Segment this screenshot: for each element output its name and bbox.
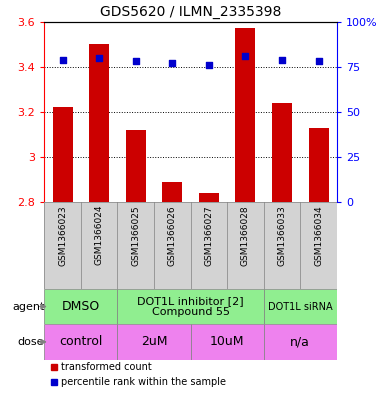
Text: GSM1366024: GSM1366024 <box>95 205 104 266</box>
Text: dose: dose <box>18 337 44 347</box>
Bar <box>264 324 337 360</box>
Point <box>59 57 65 63</box>
Text: GSM1366023: GSM1366023 <box>58 205 67 266</box>
Bar <box>89 44 109 202</box>
Bar <box>52 107 73 202</box>
Text: GSM1366028: GSM1366028 <box>241 205 250 266</box>
Bar <box>117 289 264 324</box>
Point <box>169 60 176 66</box>
Text: control: control <box>59 335 102 349</box>
Bar <box>235 28 256 202</box>
Text: GSM1366025: GSM1366025 <box>131 205 140 266</box>
Bar <box>44 289 117 324</box>
Bar <box>117 324 191 360</box>
Point <box>96 55 102 61</box>
Bar <box>272 103 292 202</box>
Text: n/a: n/a <box>290 335 310 349</box>
Text: GSM1366027: GSM1366027 <box>204 205 213 266</box>
Text: DOT1L siRNA: DOT1L siRNA <box>268 301 333 312</box>
Bar <box>44 324 117 360</box>
Text: GSM1366034: GSM1366034 <box>314 205 323 266</box>
Text: 2uM: 2uM <box>141 335 167 349</box>
Point <box>279 57 285 63</box>
Text: DMSO: DMSO <box>62 300 100 313</box>
Text: agent: agent <box>12 301 44 312</box>
Text: DOT1L inhibitor [2]
Compound 55: DOT1L inhibitor [2] Compound 55 <box>137 296 244 317</box>
Legend: transformed count, percentile rank within the sample: transformed count, percentile rank withi… <box>47 358 230 391</box>
Point <box>132 58 139 64</box>
Bar <box>264 289 337 324</box>
Point <box>243 53 249 59</box>
Text: GSM1366026: GSM1366026 <box>168 205 177 266</box>
Bar <box>199 193 219 202</box>
Point <box>206 62 212 68</box>
Bar <box>308 128 329 202</box>
Bar <box>191 324 264 360</box>
Title: GDS5620 / ILMN_2335398: GDS5620 / ILMN_2335398 <box>100 5 281 19</box>
Bar <box>162 182 182 202</box>
Point <box>316 58 322 64</box>
Bar <box>126 130 146 202</box>
Text: GSM1366033: GSM1366033 <box>278 205 286 266</box>
Text: 10uM: 10uM <box>210 335 244 349</box>
